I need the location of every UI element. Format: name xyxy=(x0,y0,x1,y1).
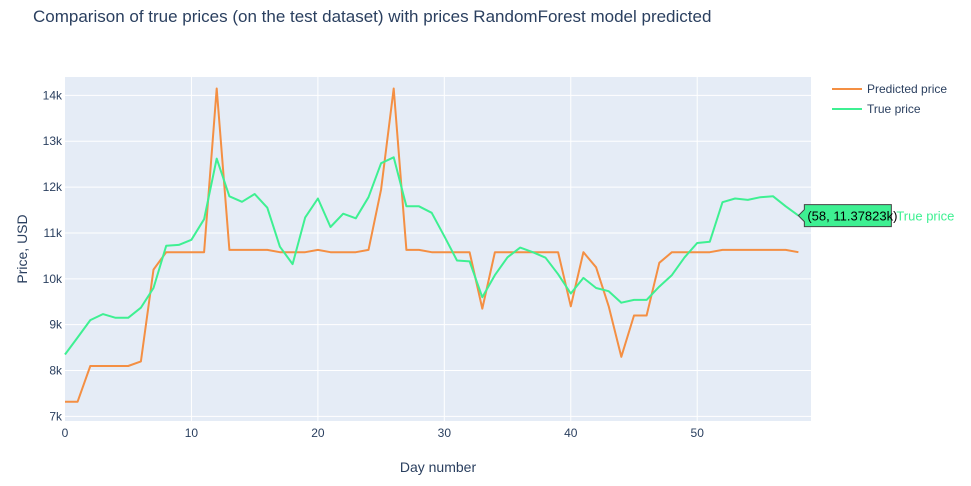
x-tick-label: 20 xyxy=(311,426,325,440)
x-tick-label: 50 xyxy=(691,426,705,440)
hover-value-label: (58, 11.37823k) xyxy=(807,209,897,224)
legend: Predicted price True price xyxy=(832,82,947,116)
series-lines xyxy=(64,87,799,403)
plot-area[interactable] xyxy=(65,77,811,421)
hover-series-bg xyxy=(897,204,971,227)
y-tick-label: 14k xyxy=(43,88,63,102)
x-axis-ticks: 0 10 20 30 40 50 xyxy=(62,426,705,440)
x-tick-label: 10 xyxy=(185,426,199,440)
legend-label: Predicted price xyxy=(867,82,947,96)
y-tick-label: 12k xyxy=(43,180,63,194)
y-axis-ticks: 7k 8k 9k 10k 11k 12k 13k 14k xyxy=(43,88,63,423)
x-tick-label: 40 xyxy=(564,426,578,440)
chart-title: Comparison of true prices (on the test d… xyxy=(33,7,712,26)
y-tick-label: 13k xyxy=(43,134,63,148)
grid-lines xyxy=(65,77,811,421)
hover-box xyxy=(797,204,892,228)
y-tick-label: 9k xyxy=(49,318,63,332)
hover-tooltip: (58, 11.37823k)True price xyxy=(797,204,971,228)
y-tick-label: 8k xyxy=(49,364,63,378)
y-tick-label: 10k xyxy=(43,272,63,286)
hover-series-name: True price xyxy=(896,209,954,224)
legend-label: True price xyxy=(867,102,921,116)
y-tick-label: 11k xyxy=(44,226,63,240)
x-axis-title: Day number xyxy=(400,459,477,475)
y-tick-label: 7k xyxy=(49,409,63,423)
series-line[interactable] xyxy=(64,156,799,356)
y-axis-title: Price, USD xyxy=(14,214,30,283)
series-line[interactable] xyxy=(65,87,799,403)
x-tick-label: 30 xyxy=(438,426,452,440)
x-tick-label: 0 xyxy=(62,426,69,440)
legend-item[interactable]: Predicted price xyxy=(832,82,947,96)
legend-item[interactable]: True price xyxy=(832,102,921,116)
